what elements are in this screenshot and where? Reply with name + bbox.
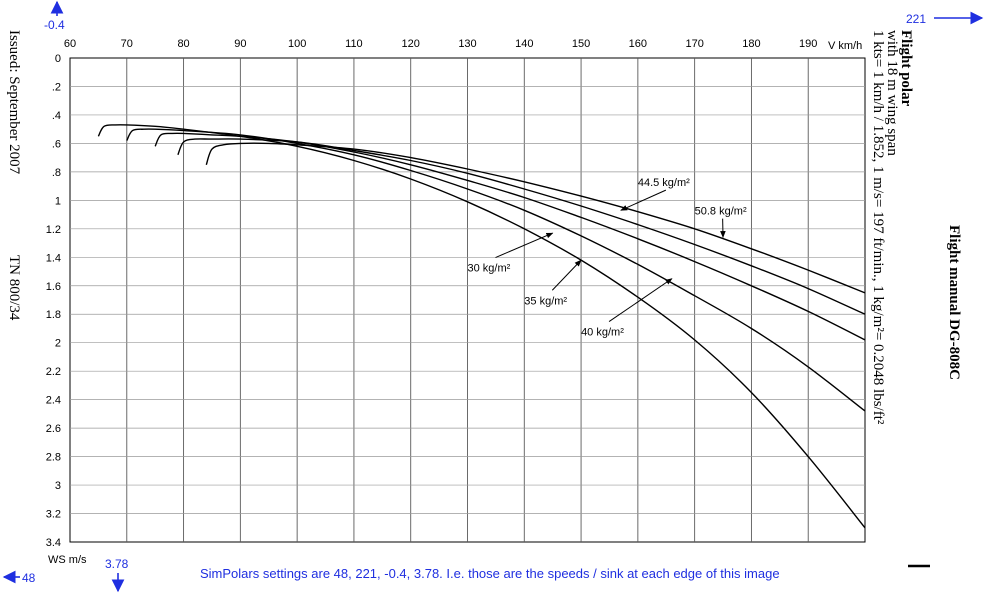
polar-curve-4 — [205, 142, 866, 294]
y-tick-label: 2.8 — [46, 452, 61, 464]
x-tick-label: 140 — [515, 38, 533, 50]
bottom-value: 3.78 — [105, 557, 129, 571]
polar-subtitle: with 18 m wing span — [884, 30, 900, 156]
curve-labels: 30 kg/m² 35 kg/m² 40 kg/m² 44.5 kg/m² 50.8 k… — [468, 177, 747, 338]
polar-curve-1 — [126, 128, 866, 412]
y-tick-label: 1 — [55, 195, 61, 207]
conversion-note: 1 kts= 1 km/h / 1.852, 1 m/s= 197 ft/min… — [870, 30, 886, 425]
x-tick-label: 80 — [177, 38, 189, 50]
y-tick-label: 1.4 — [46, 252, 61, 264]
polar-curve-2 — [154, 132, 866, 341]
grid-lines — [70, 58, 865, 542]
y-tick-label: 1.6 — [46, 281, 61, 293]
x-tick-label: 70 — [121, 38, 133, 50]
y-tick-label: 3.2 — [46, 509, 61, 521]
simpolars-note: SimPolars settings are 48, 221, -0.4, 3.… — [200, 566, 780, 581]
y-tick-label: .6 — [52, 138, 61, 150]
curve-label-arrow — [608, 278, 673, 323]
x-tick-label: 120 — [402, 38, 420, 50]
top-right-value: 221 — [906, 12, 926, 26]
x-tick-label: 190 — [799, 38, 817, 50]
x-tick-label: 160 — [629, 38, 647, 50]
manual-title: Flight manual DG-808C — [946, 225, 962, 380]
y-tick-label: .8 — [52, 167, 61, 179]
curve-label: 30 kg/m² — [468, 263, 511, 275]
curve-label-arrow — [551, 259, 582, 291]
curve-label-arrow — [495, 232, 554, 258]
doc-number: TN 800/34 — [6, 255, 22, 321]
y-tick-label: 3.4 — [46, 537, 61, 549]
x-tick-label: 150 — [572, 38, 590, 50]
y-tick-label: 1.8 — [46, 309, 61, 321]
polar-curves — [97, 124, 866, 529]
polar-curve-0 — [97, 124, 866, 529]
x-tick-label: 60 — [64, 38, 76, 50]
y-tick-label: 2.2 — [46, 366, 61, 378]
x-tick-label: 180 — [742, 38, 760, 50]
curve-label: 50.8 kg/m² — [695, 206, 747, 218]
polar-curve-3 — [177, 138, 866, 315]
y-axis-unit-label: WS m/s — [48, 554, 87, 566]
x-tick-label: 90 — [234, 38, 246, 50]
y-tick-label: .4 — [52, 110, 61, 122]
curve-label-arrow — [620, 189, 667, 211]
x-tick-label: 100 — [288, 38, 306, 50]
y-tick-label: 1.2 — [46, 224, 61, 236]
y-tick-label: 3 — [55, 480, 61, 492]
axis-ticks: 60 70 80 90 100 110 120 130 140 150 160 170 180 190 0.… — [46, 38, 818, 549]
y-tick-label: 2.4 — [46, 395, 61, 407]
curve-label: 40 kg/m² — [581, 327, 624, 339]
top-left-value: -0.4 — [44, 18, 65, 32]
y-tick-label: 2.6 — [46, 423, 61, 435]
issued-date: Issued: September 2007 — [6, 30, 22, 175]
x-tick-label: 170 — [685, 38, 703, 50]
bottom-left-value: 48 — [22, 571, 36, 585]
x-axis-unit-label: V km/h — [828, 40, 862, 52]
y-tick-label: 0 — [55, 53, 61, 65]
y-tick-label: .2 — [52, 81, 61, 93]
y-tick-label: 2 — [55, 338, 61, 350]
x-tick-label: 130 — [458, 38, 476, 50]
x-tick-label: 110 — [345, 38, 363, 50]
polar-title: Flight polar — [898, 30, 914, 107]
curve-label: 35 kg/m² — [524, 295, 567, 307]
curve-label: 44.5 kg/m² — [638, 177, 690, 189]
